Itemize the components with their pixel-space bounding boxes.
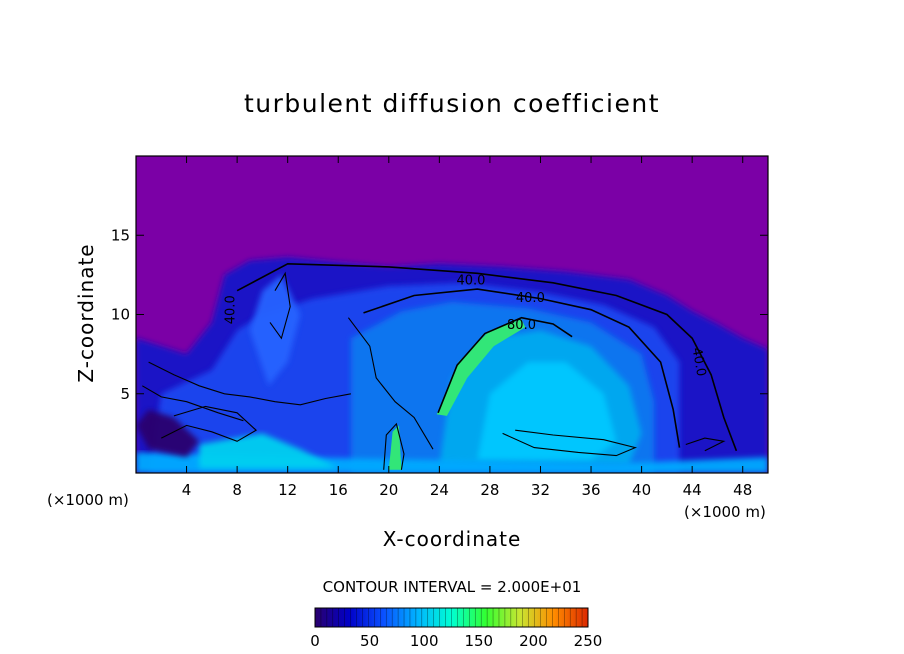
y-tick-label-5: 5	[120, 385, 130, 403]
contour-line-6	[269, 271, 291, 340]
contour-line-2	[437, 316, 573, 414]
contour-label-4: 40.0	[223, 295, 238, 324]
x-axis-ticks: 4 8 12 16 20 24 28 32 36 40 44 48	[182, 156, 752, 499]
contour-line-1	[363, 288, 681, 448]
colorbar-level-lines	[320, 608, 583, 627]
y-tick-label-10: 10	[111, 306, 130, 324]
x-tick-label-28: 28	[480, 481, 499, 499]
colorbar-tick-label-250: 250	[574, 632, 603, 650]
contour-label-2: 80.0	[507, 318, 536, 333]
contour-line-10	[685, 437, 726, 452]
x-tick-label-16: 16	[329, 481, 348, 499]
colorbar-tick-label-100: 100	[410, 632, 439, 650]
plot-area: 40.040.080.040.040.0 4 8 12 16 20 24 28 32 36 40 4…	[111, 155, 769, 499]
contour-label-0: 40.0	[456, 274, 485, 289]
field-region-6	[199, 433, 339, 469]
contour-line-7	[383, 422, 405, 470]
colorbar-tick-labels: 0 50 100 150 200 250	[310, 632, 602, 650]
x-tick-label-12: 12	[278, 481, 297, 499]
y-axis-label: Z-coordinate	[74, 243, 98, 382]
x-tick-label-4: 4	[182, 481, 192, 499]
y-axis-ticks: 5 10 15	[111, 226, 768, 403]
x-tick-label-44: 44	[683, 481, 702, 499]
contour-lines	[142, 262, 738, 470]
x-tick-label-32: 32	[531, 481, 550, 499]
colorbar: 0 50 100 150 200 250	[310, 607, 602, 650]
y-tick-label-15: 15	[111, 226, 130, 244]
colorbar-tick-label-200: 200	[519, 632, 548, 650]
diffusion-field	[136, 257, 768, 473]
x-unit-left: (×1000 m)	[47, 491, 129, 509]
x-unit-right: (×1000 m)	[684, 503, 766, 521]
contour-line-5	[161, 405, 258, 442]
x-tick-label-40: 40	[632, 481, 651, 499]
contour-label-1: 40.0	[516, 291, 545, 306]
x-tick-label-20: 20	[379, 481, 398, 499]
contour-interval: CONTOUR INTERVAL = 2.000E+01	[323, 578, 582, 596]
colorbar-tick-label-150: 150	[464, 632, 493, 650]
contour-line-4	[148, 361, 352, 406]
contour-line-9	[142, 385, 244, 422]
contour-label-3: 40.0	[689, 346, 709, 377]
field-region-4	[477, 362, 617, 461]
x-tick-label-8: 8	[232, 481, 242, 499]
high-value-streak	[436, 319, 526, 416]
field-region-8	[136, 409, 200, 458]
contour-labels: 40.0 40.0 80.0 40.0 40.0	[223, 274, 708, 378]
contour-line-0	[236, 262, 738, 452]
colorbar-tick-label-50: 50	[360, 632, 379, 650]
x-tick-label-24: 24	[430, 481, 449, 499]
high-value-column	[388, 425, 402, 470]
contour-line-8	[347, 317, 434, 450]
colorbar-tick-label-0: 0	[310, 632, 320, 650]
chart-title: turbulent diffusion coefficient	[244, 89, 660, 118]
x-axis-label: X-coordinate	[383, 527, 522, 551]
colorbar-frame	[314, 607, 589, 628]
x-tick-label-36: 36	[581, 481, 600, 499]
contour-line-3	[502, 429, 638, 457]
x-tick-label-48: 48	[733, 481, 752, 499]
